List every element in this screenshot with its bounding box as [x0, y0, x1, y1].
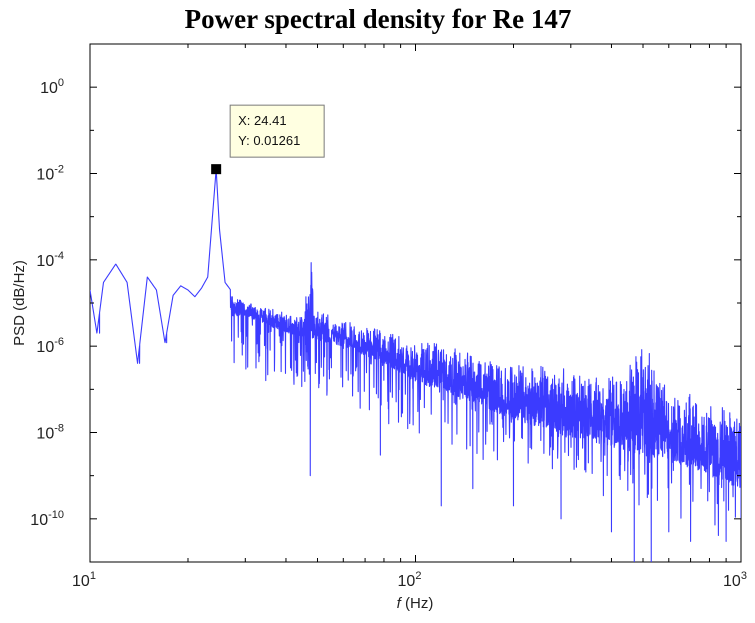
- x-tick-label: 103: [723, 570, 747, 590]
- plot-area: [89, 43, 742, 563]
- x-tick-label: 101: [72, 570, 96, 590]
- x-tick-exp: 3: [741, 570, 747, 582]
- datatip-box: [229, 104, 325, 158]
- x-tick-base: 10: [723, 573, 741, 590]
- y-tick-label: 10-4: [36, 250, 64, 270]
- psd-series: [90, 169, 741, 562]
- peak-marker: [211, 164, 222, 175]
- y-tick-base: 10: [36, 167, 54, 184]
- x-tick-base: 10: [398, 573, 416, 590]
- y-tick-label: 100: [40, 77, 64, 97]
- y-tick-exp: 0: [58, 77, 64, 89]
- y-tick-base: 10: [30, 512, 48, 529]
- psd-line: [90, 169, 741, 562]
- y-tick-exp: -8: [54, 423, 64, 435]
- y-tick-label: 10-8: [36, 423, 64, 443]
- y-tick-label: 10-10: [30, 509, 64, 529]
- datatip-x: X: 24.41: [238, 113, 286, 128]
- x-tick-base: 10: [72, 573, 90, 590]
- chart-title: Power spectral density for Re 147: [185, 4, 572, 34]
- y-tick-exp: -2: [54, 164, 64, 176]
- x-tick-label: 102: [398, 570, 422, 590]
- y-tick-base: 10: [36, 253, 54, 270]
- x-tick-exp: 1: [90, 570, 96, 582]
- y-tick-label: 10-6: [36, 336, 64, 356]
- y-tick-exp: -4: [54, 250, 64, 262]
- y-axis-label: PSD (dB/Hz): [11, 260, 28, 346]
- y-tick-exp: -10: [48, 509, 64, 521]
- y-tick-base: 10: [36, 339, 54, 356]
- y-tick-label: 10-2: [36, 164, 64, 184]
- datatip-y: Y: 0.01261: [238, 133, 300, 148]
- axis-ticks: [89, 43, 742, 563]
- y-tick-exp: -6: [54, 336, 64, 348]
- y-tick-base: 10: [40, 80, 58, 97]
- y-tick-base: 10: [36, 426, 54, 443]
- x-tick-exp: 2: [415, 570, 421, 582]
- peak-annotation: X: 24.41 Y: 0.01261: [211, 104, 325, 175]
- x-axis-label-var: f: [397, 595, 403, 612]
- x-axis-label: f (Hz): [397, 595, 434, 612]
- x-axis-label-unit: (Hz): [401, 595, 434, 612]
